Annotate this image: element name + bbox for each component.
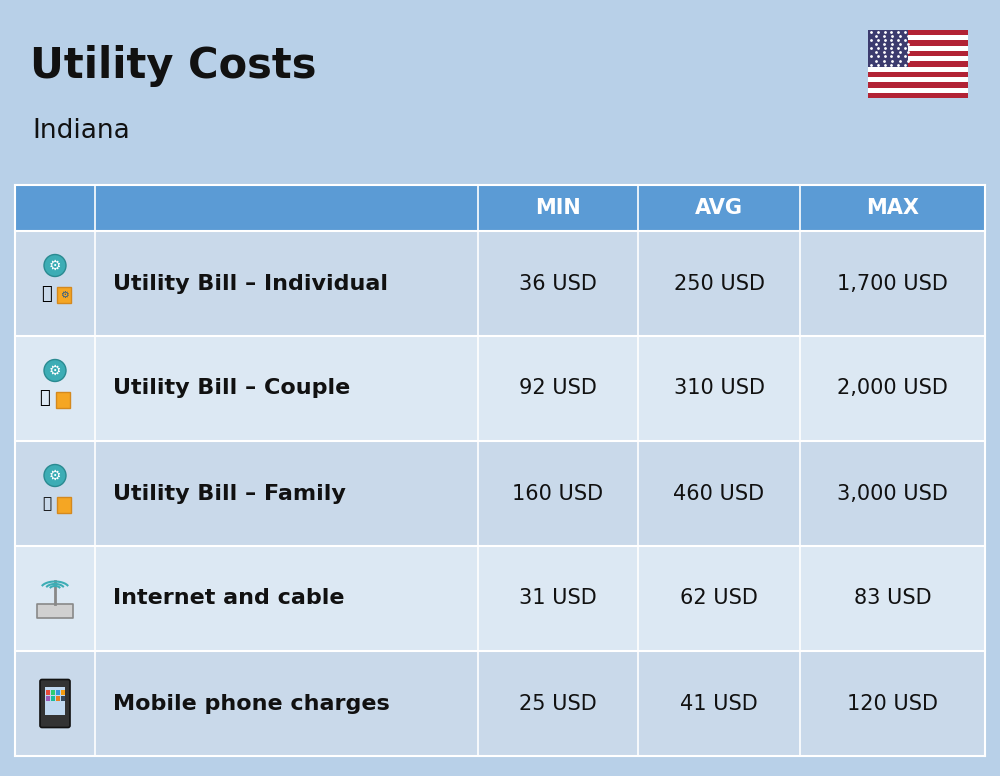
Bar <box>868 93 968 98</box>
Circle shape <box>44 359 66 382</box>
Bar <box>868 82 968 88</box>
Text: ⚙: ⚙ <box>49 258 61 272</box>
Bar <box>56 690 60 695</box>
Text: Utility Bill – Individual: Utility Bill – Individual <box>113 273 388 293</box>
Bar <box>868 30 908 67</box>
Text: 👥: 👥 <box>40 390 50 407</box>
Text: Mobile phone charges: Mobile phone charges <box>113 694 390 713</box>
Text: 36 USD: 36 USD <box>519 273 597 293</box>
Text: 310 USD: 310 USD <box>674 379 765 399</box>
Text: 2,000 USD: 2,000 USD <box>837 379 948 399</box>
Text: 250 USD: 250 USD <box>674 273 765 293</box>
Text: 25 USD: 25 USD <box>519 694 597 713</box>
Text: Utility Costs: Utility Costs <box>30 45 316 87</box>
Bar <box>868 40 968 46</box>
Bar <box>15 336 985 441</box>
FancyBboxPatch shape <box>40 680 70 728</box>
Bar <box>868 30 968 98</box>
Text: ⚙: ⚙ <box>49 363 61 377</box>
Circle shape <box>44 255 66 276</box>
Bar <box>56 695 60 701</box>
Text: ⚙: ⚙ <box>49 469 61 483</box>
Circle shape <box>44 465 66 487</box>
Bar <box>15 185 985 231</box>
Text: 120 USD: 120 USD <box>847 694 938 713</box>
Text: 62 USD: 62 USD <box>680 588 758 608</box>
Bar <box>46 690 50 695</box>
Text: 160 USD: 160 USD <box>512 483 604 504</box>
Bar <box>868 30 968 35</box>
Text: 41 USD: 41 USD <box>680 694 758 713</box>
Text: AVG: AVG <box>695 198 743 218</box>
Text: MIN: MIN <box>535 198 581 218</box>
Bar <box>57 286 71 303</box>
Text: ⚙: ⚙ <box>60 289 68 300</box>
Bar <box>61 690 65 695</box>
Bar <box>37 604 73 618</box>
Bar <box>57 497 71 512</box>
Text: MAX: MAX <box>866 198 919 218</box>
Text: 31 USD: 31 USD <box>519 588 597 608</box>
Bar <box>15 441 985 546</box>
Bar <box>51 690 55 695</box>
Bar <box>15 651 985 756</box>
Text: 460 USD: 460 USD <box>673 483 765 504</box>
Text: Internet and cable: Internet and cable <box>113 588 344 608</box>
Text: Indiana: Indiana <box>32 118 130 144</box>
Bar <box>868 72 968 77</box>
Bar <box>15 231 985 336</box>
Bar <box>868 51 968 56</box>
Text: 92 USD: 92 USD <box>519 379 597 399</box>
Text: Utility Bill – Couple: Utility Bill – Couple <box>113 379 350 399</box>
Text: 83 USD: 83 USD <box>854 588 931 608</box>
Text: 1,700 USD: 1,700 USD <box>837 273 948 293</box>
Bar <box>15 546 985 651</box>
Bar <box>51 695 55 701</box>
Bar <box>45 687 65 715</box>
Text: Utility Bill – Family: Utility Bill – Family <box>113 483 346 504</box>
Bar <box>868 61 968 67</box>
Bar <box>61 695 65 701</box>
Bar <box>56 392 70 407</box>
Text: 👤: 👤 <box>42 285 52 303</box>
Bar <box>46 695 50 701</box>
Text: 👨: 👨 <box>42 496 52 511</box>
Text: 3,000 USD: 3,000 USD <box>837 483 948 504</box>
